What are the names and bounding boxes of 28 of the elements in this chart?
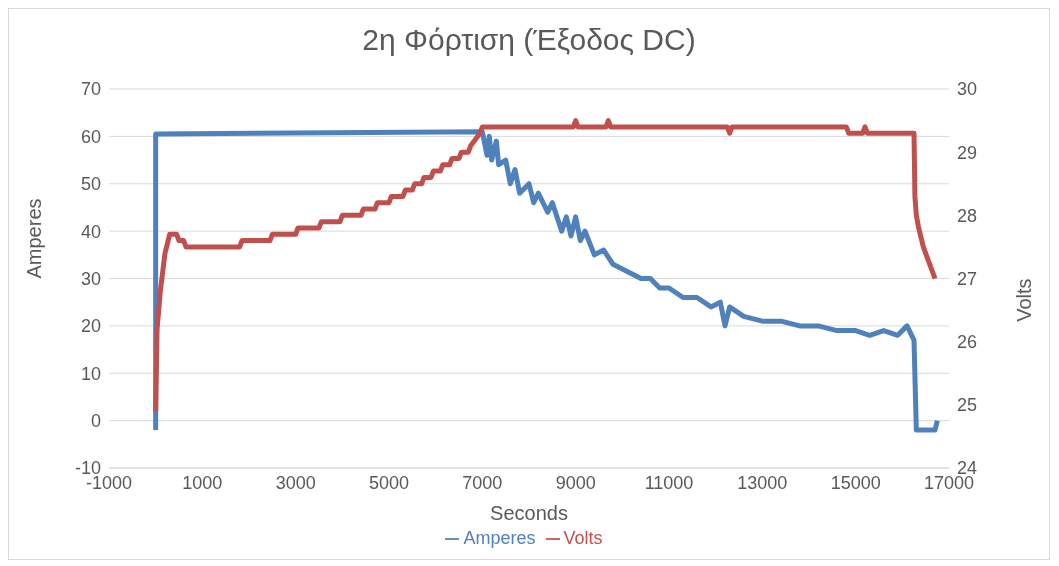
x-tick-label: 7000 <box>462 472 503 493</box>
chart-title: 2η Φόρτιση (Έξοδος DC) <box>361 22 697 58</box>
x-tick-label: 3000 <box>275 472 316 493</box>
y-tick-label: 30 <box>80 268 101 289</box>
y-tick-label: 40 <box>80 221 101 242</box>
x-tick-label: 9000 <box>555 472 596 493</box>
y2-tick-label: 30 <box>957 79 978 100</box>
y-axis-title: Amperes <box>23 198 46 279</box>
y-tick-label: 20 <box>80 316 101 337</box>
y2-tick-label: 26 <box>957 332 978 353</box>
x-tick-label: 5000 <box>368 472 410 493</box>
y-tick-label: 70 <box>80 79 101 100</box>
legend-label: Amperes <box>463 528 536 548</box>
y2-tick-label: 28 <box>957 205 978 226</box>
y2-tick-label: 27 <box>957 268 978 289</box>
legend-label: Volts <box>563 528 603 548</box>
y2-axis-title: Volts <box>1013 278 1036 322</box>
x-tick-label: 1000 <box>182 472 223 493</box>
y-tick-label: 0 <box>90 411 101 432</box>
x-axis-title: Seconds <box>490 502 568 524</box>
y-tick-label: 50 <box>80 174 101 195</box>
x-tick-label: 11000 <box>644 472 694 493</box>
y-tick-label: 60 <box>80 126 101 147</box>
y-tick-label: 10 <box>80 363 101 384</box>
x-tick-label: 13000 <box>737 472 788 493</box>
x-tick-label: 15000 <box>830 472 881 493</box>
y2-tick-label: 25 <box>957 395 978 416</box>
y2-tick-label: 29 <box>957 142 978 163</box>
